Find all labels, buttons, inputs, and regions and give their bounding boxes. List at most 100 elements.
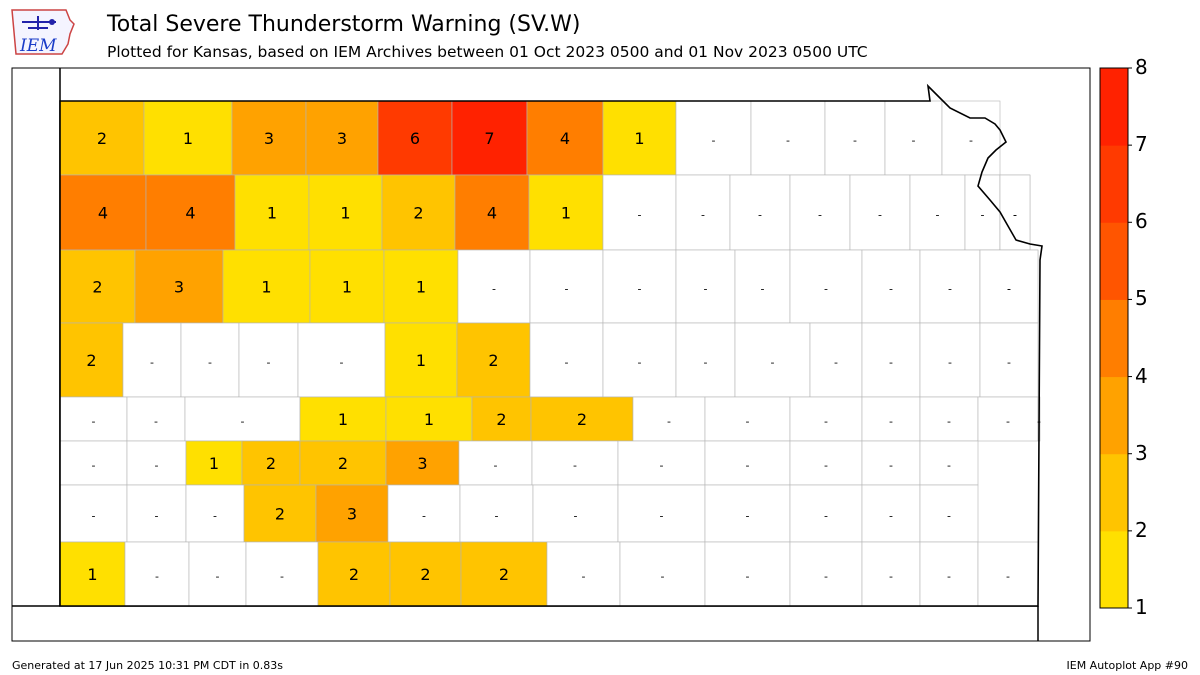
county-cell [675, 249, 736, 324]
county-value-label: - [853, 134, 857, 147]
county-value-label: - [889, 415, 893, 428]
county-value-label: - [150, 356, 154, 369]
county-value-label: 3 [264, 129, 274, 148]
colorbar-tick-label: 4 [1135, 363, 1148, 388]
page-title: Total Severe Thunderstorm Warning (SV.W) [107, 12, 581, 37]
colorbar-segment [1100, 530, 1128, 609]
county-value-label: - [1013, 209, 1017, 222]
county-value-label: - [878, 209, 882, 222]
county-cell [59, 541, 126, 607]
county-value-label: 1 [183, 129, 193, 148]
county-value-label: - [667, 415, 671, 428]
county-value-label: 1 [424, 410, 434, 429]
county-value-label: 4 [560, 129, 570, 148]
colorbar-segment [1100, 222, 1128, 300]
county-cell [619, 541, 706, 607]
county-cell [979, 249, 1039, 324]
colorbar-segment [1100, 376, 1128, 455]
county-value-label: - [565, 356, 569, 369]
county-value-label: - [889, 570, 893, 583]
map-frame [11, 67, 1091, 642]
colorbar-segment [1100, 68, 1128, 146]
county-cell [528, 174, 604, 251]
county-cell [734, 249, 791, 324]
county-value-label: - [969, 134, 973, 147]
county-cell [529, 249, 604, 324]
county-cell [59, 174, 147, 251]
county-cell [750, 100, 826, 176]
county-value-label: - [155, 510, 159, 523]
county-cell [861, 396, 921, 442]
county-cell [789, 484, 863, 543]
county-value-label: 3 [174, 278, 184, 297]
county-cell [789, 541, 863, 607]
colorbar-frame [1099, 67, 1129, 609]
county-value-label: 2 [275, 505, 285, 524]
kansas-outline [59, 83, 1043, 607]
county-cell [317, 541, 391, 607]
county-cell [459, 484, 534, 543]
county-value-label: 6 [410, 129, 420, 148]
county-cell [297, 322, 386, 398]
county-value-label: 1 [561, 204, 571, 223]
county-value-label: - [948, 356, 952, 369]
county-value-label: - [824, 283, 828, 296]
county-cell [704, 440, 791, 486]
county-value-label: - [208, 356, 212, 369]
county-value-label: - [92, 459, 96, 472]
county-value-label: - [746, 510, 750, 523]
county-cell [909, 174, 966, 251]
colorbar-segment [1100, 145, 1128, 223]
county-value-label: - [661, 570, 665, 583]
county-cell [222, 249, 311, 324]
county-value-label: - [1007, 283, 1011, 296]
county-cell [704, 541, 791, 607]
county-value-label: - [746, 459, 750, 472]
county-cell [546, 541, 621, 607]
county-value-label: - [824, 415, 828, 428]
county-value-label: - [889, 459, 893, 472]
county-value-label: - [947, 570, 951, 583]
county-value-label: 4 [98, 204, 108, 223]
county-cell [789, 249, 863, 324]
county-value-label: 1 [267, 204, 277, 223]
colorbar-tick-label: 1 [1135, 595, 1148, 619]
county-value-label: - [1007, 283, 1011, 296]
county-cell [977, 541, 1039, 607]
county-cell [381, 174, 456, 251]
county-value-label: 1 [340, 204, 350, 223]
county-value-label: 2 [349, 565, 359, 584]
county-value-label: - [701, 209, 705, 222]
county-cell [530, 396, 634, 442]
county-value-label: - [947, 510, 951, 523]
county-cell [602, 100, 677, 176]
county-value-label: - [154, 415, 158, 428]
county-cell [451, 100, 528, 176]
county-cell [884, 100, 943, 176]
county-value-label: 1 [634, 129, 644, 148]
county-value-label: - [660, 510, 664, 523]
county-value-label: 2 [338, 454, 348, 473]
county-value-label: - [1013, 209, 1017, 222]
county-value-label: - [947, 459, 951, 472]
county-value-label: - [422, 510, 426, 523]
county-value-label: - [746, 415, 750, 428]
county-value-label: - [280, 570, 284, 583]
county-value-label: - [216, 570, 220, 583]
county-cell [383, 249, 459, 324]
county-cell [529, 322, 604, 398]
county-cell [602, 174, 677, 251]
county-value-label: - [92, 415, 96, 428]
county-value-label: - [638, 283, 642, 296]
county-cell [457, 249, 531, 324]
county-value-label: 2 [92, 278, 102, 297]
county-cell [145, 174, 236, 251]
county-cell [617, 440, 706, 486]
colorbar-tick-label: 8 [1135, 55, 1148, 79]
county-value-label: 3 [417, 454, 427, 473]
county-cell [456, 322, 531, 398]
county-cell [122, 322, 182, 398]
county-cell [964, 174, 1001, 251]
county-value-label: 1 [209, 454, 219, 473]
